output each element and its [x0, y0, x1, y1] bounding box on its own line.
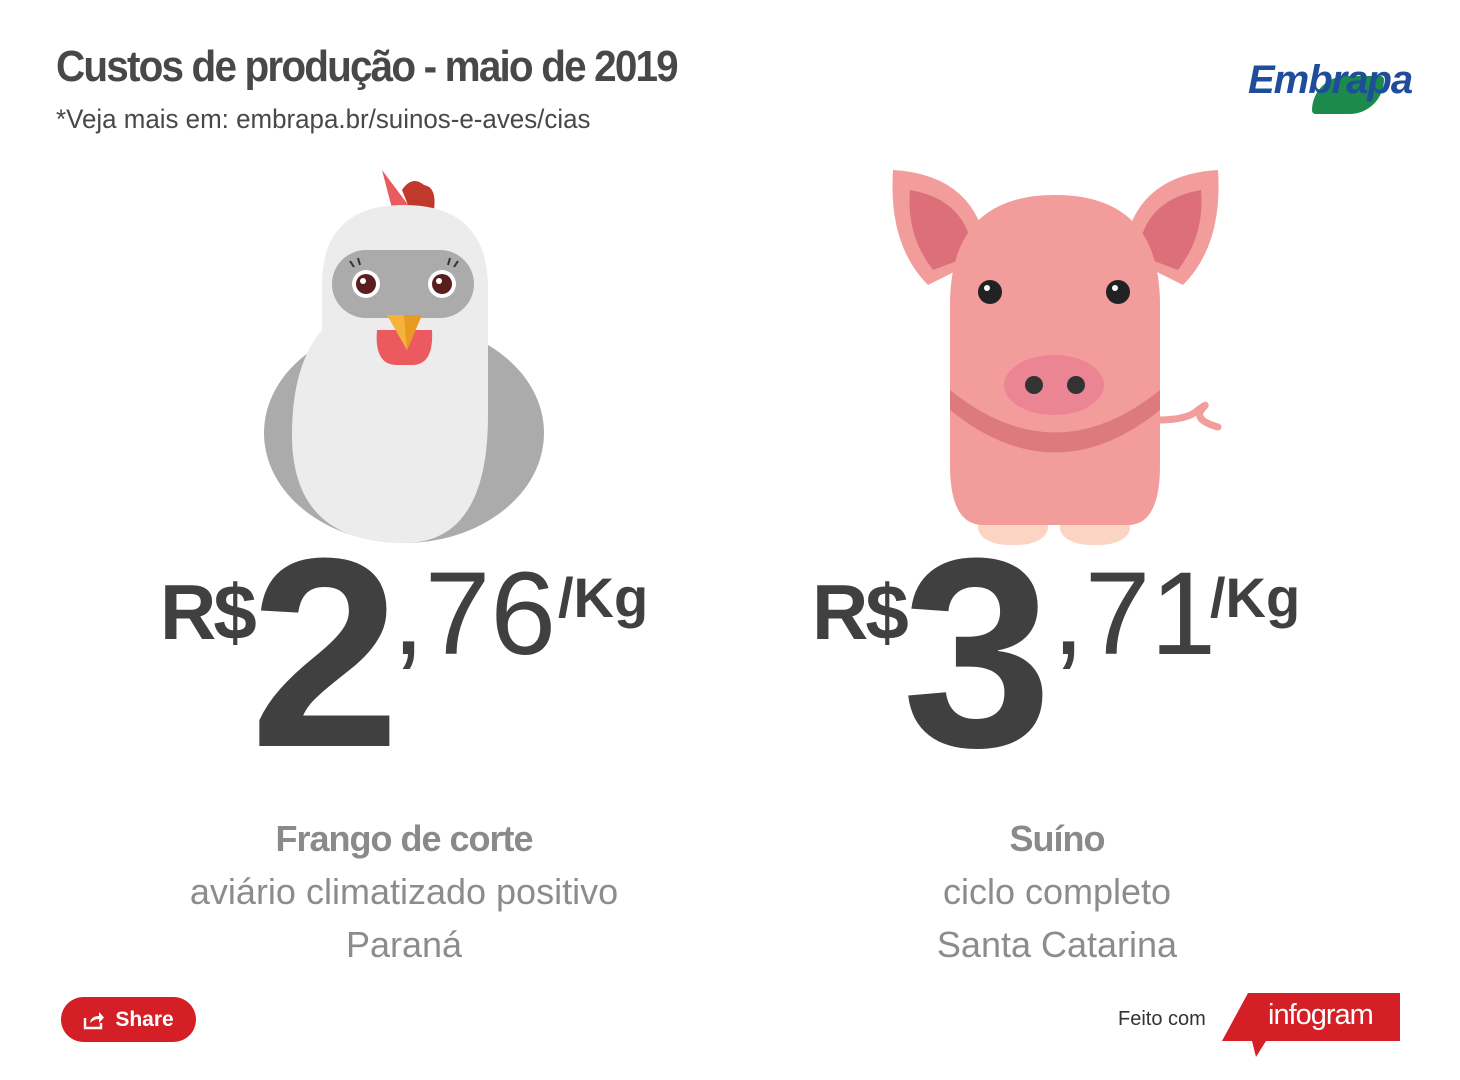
price-pig: R$ 3 ,71 /Kg [812, 519, 1332, 795]
price-integer: 3 [902, 503, 1053, 804]
page-subtitle: *Veja mais em: embrapa.br/suinos-e-aves/… [56, 104, 591, 134]
pig-icon [892, 170, 1222, 545]
caption-line2: Santa Catarina [936, 924, 1178, 965]
page-title: Custos de produção - maio de 2019 [56, 42, 679, 91]
price-unit: /Kg [558, 566, 649, 629]
caption-title: Suíno [1009, 818, 1106, 859]
caption-line1: ciclo completo [942, 871, 1172, 912]
price-decimal: ,71 [1052, 548, 1217, 680]
made-with-text: Feito com [1118, 1008, 1206, 1030]
currency-symbol: R$ [160, 568, 257, 656]
caption-pig: Suíno ciclo completo Santa Catarina [797, 812, 1317, 971]
infogram-label: infogram [1268, 999, 1374, 1031]
logo-text: Embrapa [1248, 58, 1413, 102]
embrapa-logo: Embrapa [1248, 58, 1413, 118]
share-label: Share [115, 1007, 174, 1031]
infogram-badge-shape [1222, 993, 1400, 1057]
currency-symbol: R$ [812, 568, 909, 656]
caption-chicken: Frango de corte aviário climatizado posi… [144, 812, 664, 971]
caption-title: Frango de corte [275, 818, 533, 859]
infogram-badge[interactable]: infogram [1222, 993, 1402, 1057]
share-button[interactable]: Share [61, 997, 196, 1042]
caption-line1: aviário climatizado positivo [189, 871, 619, 912]
price-decimal: ,76 [392, 548, 557, 680]
chicken-icon [264, 170, 544, 543]
share-icon [84, 1011, 105, 1029]
caption-line2: Paraná [345, 924, 463, 965]
price-integer: 2 [250, 503, 401, 804]
price-chicken: R$ 2 ,76 /Kg [160, 519, 680, 795]
price-unit: /Kg [1210, 566, 1301, 629]
